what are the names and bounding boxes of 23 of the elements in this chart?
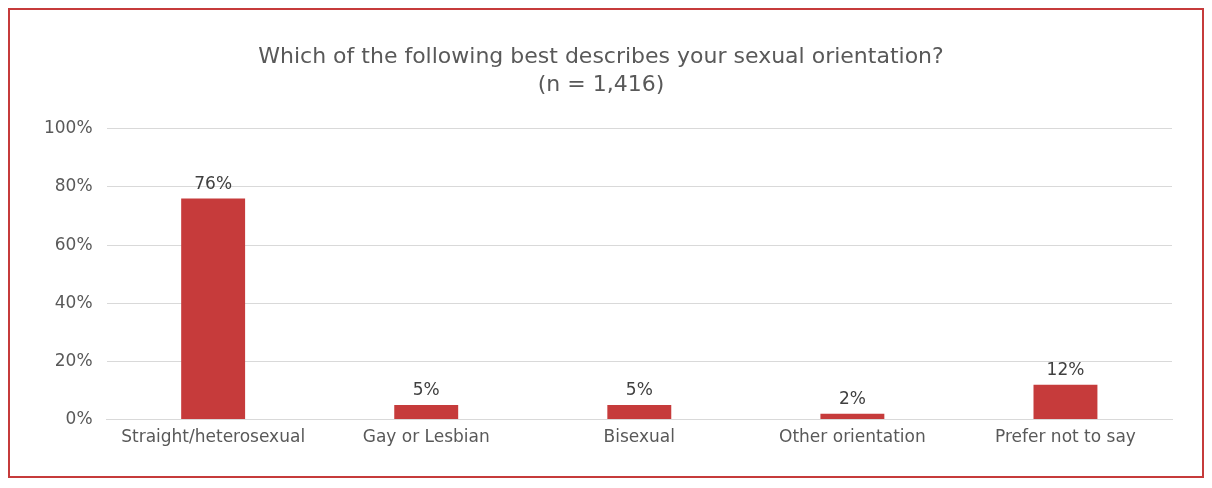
bar <box>607 405 672 420</box>
bar <box>181 198 246 420</box>
x-tick-label: Bisexual <box>603 426 675 447</box>
data-label: 76% <box>194 172 233 193</box>
x-tick-label: Other orientation <box>779 426 926 447</box>
bar <box>820 413 885 420</box>
y-tick-label: 0% <box>65 408 93 429</box>
y-tick-label: 40% <box>54 291 93 312</box>
data-label: 5% <box>412 378 440 399</box>
data-label: 2% <box>838 387 866 408</box>
data-label: 12% <box>1046 358 1085 379</box>
x-tick-label: Straight/heterosexual <box>121 426 306 447</box>
bar <box>1033 384 1098 420</box>
y-tick-label: 100% <box>43 117 93 138</box>
bar <box>394 405 459 420</box>
y-tick-label: 20% <box>54 349 93 370</box>
x-tick-label: Gay or Lesbian <box>362 426 490 447</box>
chart-title: Which of the following best describes your sexual orientation? <box>258 42 944 68</box>
y-tick-label: 60% <box>54 233 93 254</box>
y-tick-label: 80% <box>54 175 93 196</box>
x-tick-label: Prefer not to say <box>995 426 1136 447</box>
chart-subtitle: (n = 1,416) <box>537 71 665 97</box>
data-label: 5% <box>625 378 653 399</box>
